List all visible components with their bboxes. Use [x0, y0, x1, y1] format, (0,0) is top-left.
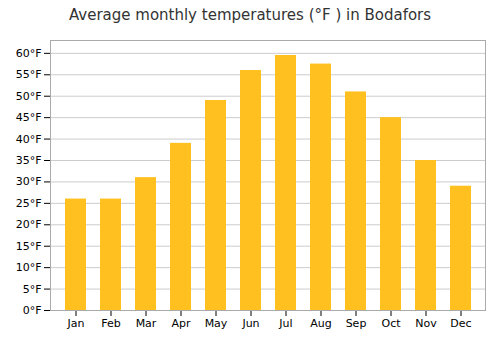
svg-text:May: May — [205, 317, 228, 330]
svg-text:Dec: Dec — [450, 317, 471, 330]
html-text:Average monthly temperatures (: Average monthly temperatures (°F ) in Bo… — [68, 6, 432, 24]
svg-text:50°F: 50°F — [16, 90, 42, 103]
svg-text:10°F: 10°F — [16, 261, 42, 274]
svg-text:Jul: Jul — [278, 317, 292, 330]
svg-text:Feb: Feb — [101, 317, 120, 330]
svg-text:35°F: 35°F — [16, 154, 42, 167]
svg-text:25°F: 25°F — [16, 197, 42, 210]
svg-text:Jun: Jun — [241, 317, 259, 330]
svg-text:Apr: Apr — [171, 317, 191, 330]
svg-text:30°F: 30°F — [16, 175, 42, 188]
svg-text:Mar: Mar — [136, 317, 157, 330]
svg-text:Oct: Oct — [381, 317, 401, 330]
svg-text:40°F: 40°F — [16, 133, 42, 146]
svg-text:5°F: 5°F — [23, 283, 42, 296]
svg-text:0°F: 0°F — [23, 304, 42, 317]
svg-text:45°F: 45°F — [16, 111, 42, 124]
svg-text:Aug: Aug — [310, 317, 331, 330]
svg-text:Jan: Jan — [67, 317, 85, 330]
svg-text:55°F: 55°F — [16, 68, 42, 81]
svg-text:Nov: Nov — [415, 317, 437, 330]
svg-text:Sep: Sep — [346, 317, 367, 330]
svg-text:15°F: 15°F — [16, 240, 42, 253]
svg-text:20°F: 20°F — [16, 218, 42, 231]
svg-text:60°F: 60°F — [16, 47, 42, 60]
